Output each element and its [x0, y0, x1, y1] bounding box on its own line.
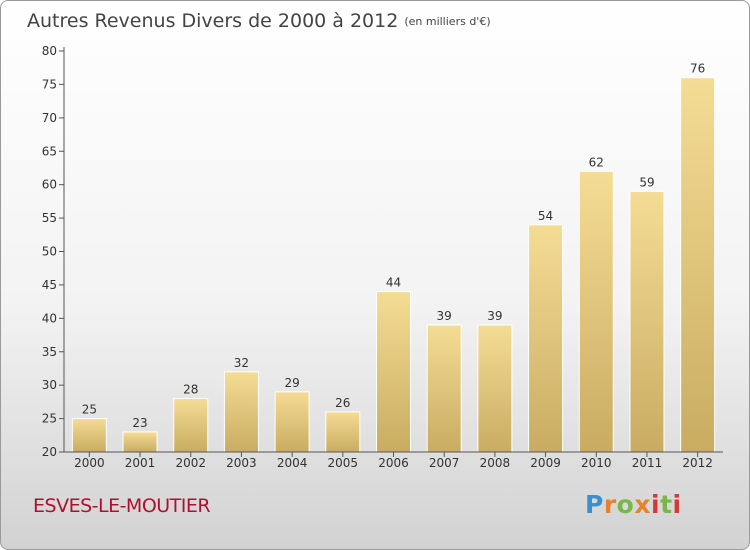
x-tick-label: 2003 — [226, 456, 257, 470]
chart-subtitle: (en milliers d'€) — [404, 15, 491, 28]
y-tick-label: 55 — [42, 211, 57, 225]
y-tick-label: 80 — [42, 44, 57, 58]
bar — [426, 324, 462, 453]
bar — [173, 398, 209, 453]
proxiti-logo: Proxiti — [585, 490, 682, 519]
x-tick-label: 2000 — [74, 456, 105, 470]
bar-value-label: 32 — [234, 356, 249, 370]
y-tick-label: 75 — [42, 77, 57, 91]
bar — [528, 224, 564, 453]
bar — [223, 371, 259, 453]
x-tick-label: 2008 — [480, 456, 511, 470]
bar-value-label: 28 — [183, 383, 198, 397]
x-tick-label: 2007 — [429, 456, 460, 470]
y-tick-label: 30 — [42, 378, 57, 392]
commune-name: ESVES-LE-MOUTIER — [33, 495, 211, 517]
bar-value-label: 44 — [386, 276, 401, 290]
bar-value-label: 62 — [589, 155, 604, 169]
x-tick-label: 2005 — [328, 456, 359, 470]
bar-value-label: 54 — [538, 209, 553, 223]
logo-letter: r — [603, 490, 617, 519]
y-tick-label: 45 — [42, 278, 57, 292]
bar-value-label: 26 — [335, 396, 350, 410]
bars-group: 25 23 28 32 29 26 44 39 39 54 62 59 76 — [71, 62, 716, 453]
bar-value-label: 29 — [284, 376, 299, 390]
x-axis: 2000 2001 2002 2003 2004 2005 2006 2007 2008 2009… — [64, 451, 723, 470]
bar-value-label: 59 — [639, 175, 654, 189]
bar — [578, 170, 614, 453]
y-tick-label: 50 — [42, 245, 57, 259]
x-tick-label: 2010 — [581, 456, 612, 470]
x-tick-label: 2011 — [632, 456, 663, 470]
x-tick-label: 2004 — [277, 456, 308, 470]
x-tick-label: 2002 — [175, 456, 206, 470]
logo-letter: o — [616, 490, 635, 519]
y-tick-label: 70 — [42, 111, 57, 125]
bar — [629, 190, 665, 453]
y-tick-label: 60 — [42, 178, 57, 192]
x-tick-label: 2009 — [530, 456, 561, 470]
x-tick-label: 2006 — [378, 456, 409, 470]
y-tick-label: 20 — [42, 445, 57, 459]
y-tick-label: 65 — [42, 144, 57, 158]
y-tick-label: 25 — [42, 412, 57, 426]
bar — [274, 391, 310, 453]
logo-letter: t — [660, 490, 673, 519]
x-tick-label: 2012 — [682, 456, 713, 470]
logo-letter: i — [672, 490, 682, 519]
chart-title: Autres Revenus Divers de 2000 à 2012 (en … — [27, 10, 491, 32]
logo-letter: x — [634, 490, 651, 519]
chart-title-text: Autres Revenus Divers de 2000 à 2012 — [27, 10, 399, 32]
bar — [71, 418, 107, 453]
logo-letter: i — [651, 490, 661, 519]
bar-value-label: 39 — [487, 309, 502, 323]
bar-value-label: 76 — [690, 62, 705, 76]
bar — [680, 77, 716, 453]
y-tick-label: 40 — [42, 311, 57, 325]
bar-value-label: 39 — [437, 309, 452, 323]
bar — [122, 431, 158, 453]
x-tick-label: 2001 — [125, 456, 156, 470]
bar — [325, 411, 361, 453]
bar — [477, 324, 513, 453]
y-tick-label: 35 — [42, 345, 57, 359]
y-axis: 20 25 30 35 40 45 50 55 60 65 70 75 80 — [42, 44, 65, 459]
bar-value-label: 25 — [82, 403, 97, 417]
logo-letter: P — [585, 490, 604, 519]
bar-value-label: 23 — [132, 416, 147, 430]
bar — [376, 291, 411, 453]
